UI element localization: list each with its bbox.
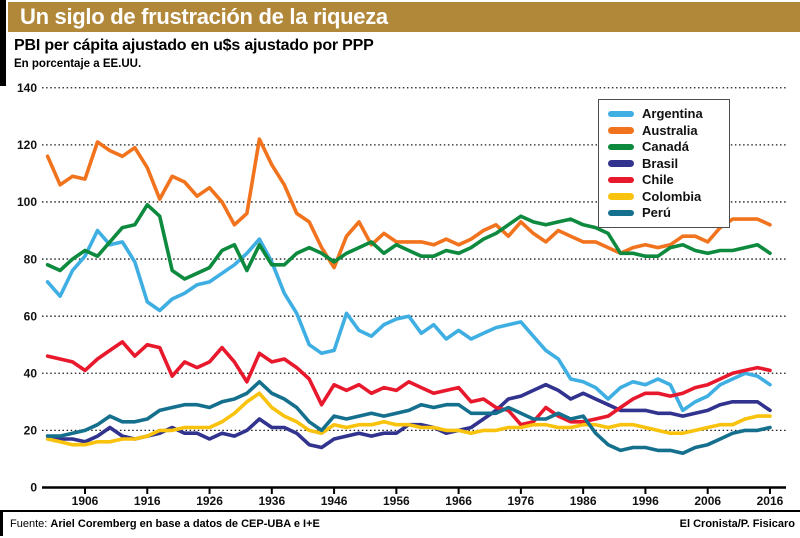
- title-bar: Un siglo de frustración de la riqueza: [8, 2, 800, 32]
- legend: Argentina Australia Canadá Brasil Chile Colom…: [598, 99, 730, 228]
- chart-title: PBI per cápita ajustado en u$s ajustado …: [14, 37, 374, 54]
- y-tick-label: 40: [24, 366, 38, 380]
- legend-item-argentina: Argentina: [608, 106, 720, 122]
- legend-label: Canadá: [642, 139, 689, 155]
- legend-item-canadá: Canadá: [608, 139, 720, 155]
- series-line-chile: [45, 340, 772, 427]
- legend-label: Perú: [642, 205, 671, 221]
- x-tick-label: 1976: [508, 494, 535, 508]
- legend-item-brasil: Brasil: [608, 156, 720, 172]
- series-line-colombia: [45, 391, 772, 447]
- x-tick-label: 2016: [757, 494, 784, 508]
- legend-swatch: [608, 176, 634, 183]
- x-tick-label: 2006: [694, 494, 721, 508]
- y-tick-label: 0: [30, 481, 37, 495]
- y-tick-label: 20: [24, 424, 38, 438]
- x-axis-ticks: 1906 1916 1926 1936 1946 1956 1966 1976 1986 1996…: [72, 487, 784, 508]
- legend-item-australia: Australia: [608, 123, 720, 139]
- series-line-argentina: [45, 228, 772, 413]
- legend-label: Colombia: [642, 188, 702, 204]
- y-tick-label: 60: [24, 309, 38, 323]
- y-tick-label: 120: [17, 138, 37, 152]
- series-line-canadá: [45, 203, 772, 281]
- x-tick-label: 1906: [72, 494, 99, 508]
- series-line-australia: [45, 137, 772, 270]
- legend-swatch: [608, 110, 634, 117]
- legend-label: Australia: [642, 122, 698, 138]
- legend-swatch: [608, 127, 634, 134]
- page-title: Un siglo de frustración de la riqueza: [20, 4, 388, 29]
- legend-swatch: [608, 193, 634, 200]
- x-tick-label: 1986: [570, 494, 597, 508]
- chart-unit-note: En porcentaje a EE.UU.: [14, 58, 142, 70]
- source-label: Fuente:: [10, 518, 48, 530]
- x-tick-label: 1926: [196, 494, 223, 508]
- x-tick-label: 1946: [321, 494, 348, 508]
- legend-item-perú: Perú: [608, 205, 720, 221]
- legend-swatch: [608, 143, 634, 150]
- title-accent-bar: [0, 0, 6, 86]
- x-tick-label: 1956: [383, 494, 410, 508]
- y-axis-labels: 0 20 40 60 80 100 120 140: [17, 81, 37, 495]
- legend-swatch: [608, 160, 634, 167]
- legend-label: Brasil: [642, 155, 679, 171]
- x-tick-label: 1966: [445, 494, 472, 508]
- x-tick-label: 1936: [258, 494, 285, 508]
- series-lines: [45, 137, 772, 456]
- credit-text: El Cronista/P. Fisicaro: [679, 518, 795, 530]
- legend-label: Chile: [642, 172, 674, 188]
- legend-label: Argentina: [642, 106, 703, 122]
- y-tick-label: 100: [17, 195, 37, 209]
- legend-item-colombia: Colombia: [608, 189, 720, 205]
- x-tick-label: 1996: [632, 494, 659, 508]
- series-line-perú: [45, 379, 772, 456]
- legend-item-chile: Chile: [608, 172, 720, 188]
- source-line: Fuente: Ariel Coremberg en base a datos …: [10, 518, 320, 530]
- y-tick-label: 80: [24, 252, 38, 266]
- legend-swatch: [608, 209, 634, 216]
- footer-accent-tick: [0, 512, 3, 536]
- x-tick-label: 1916: [134, 494, 161, 508]
- source-text: Ariel Coremberg en base a datos de CEP-U…: [50, 518, 320, 530]
- y-tick-label: 140: [17, 81, 37, 95]
- footer: Fuente: Ariel Coremberg en base a datos …: [0, 510, 800, 538]
